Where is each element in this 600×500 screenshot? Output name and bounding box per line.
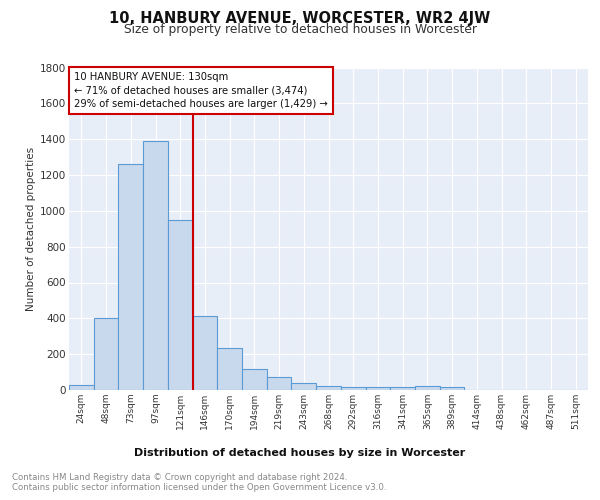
Bar <box>193 316 217 390</box>
Bar <box>94 318 118 390</box>
Text: Size of property relative to detached houses in Worcester: Size of property relative to detached ho… <box>124 22 476 36</box>
Bar <box>415 386 440 390</box>
Bar <box>292 383 316 390</box>
Bar <box>217 348 242 390</box>
Bar <box>118 164 143 390</box>
Bar <box>440 388 464 390</box>
Bar <box>267 378 292 390</box>
Text: 10 HANBURY AVENUE: 130sqm
← 71% of detached houses are smaller (3,474)
29% of se: 10 HANBURY AVENUE: 130sqm ← 71% of detac… <box>74 72 328 108</box>
Bar <box>168 220 193 390</box>
Bar <box>341 388 365 390</box>
Bar <box>143 141 168 390</box>
Bar <box>242 370 267 390</box>
Y-axis label: Number of detached properties: Number of detached properties <box>26 146 36 311</box>
Text: Distribution of detached houses by size in Worcester: Distribution of detached houses by size … <box>134 448 466 458</box>
Text: Contains HM Land Registry data © Crown copyright and database right 2024.: Contains HM Land Registry data © Crown c… <box>12 472 347 482</box>
Text: 10, HANBURY AVENUE, WORCESTER, WR2 4JW: 10, HANBURY AVENUE, WORCESTER, WR2 4JW <box>109 11 491 26</box>
Bar <box>365 388 390 390</box>
Text: Contains public sector information licensed under the Open Government Licence v3: Contains public sector information licen… <box>12 484 386 492</box>
Bar <box>69 384 94 390</box>
Bar <box>316 386 341 390</box>
Bar <box>390 388 415 390</box>
